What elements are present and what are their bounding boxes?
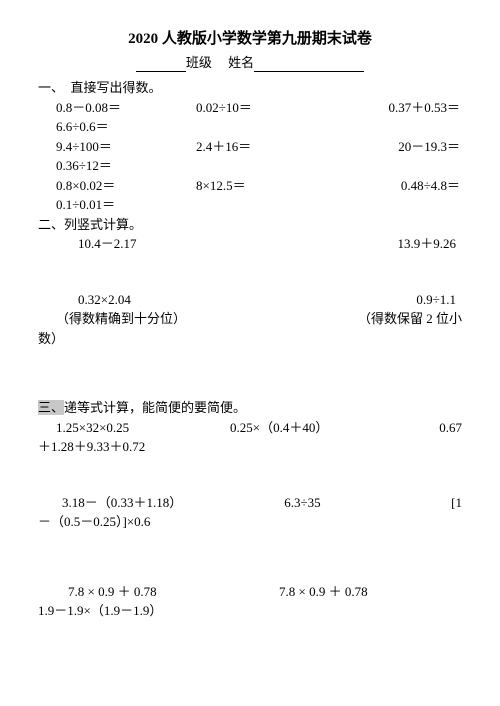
cell: 0.32×2.04 [38,290,267,310]
blank-name [254,71,364,72]
cell: 2.4＋16＝ [188,137,328,157]
exam-subtitle: 班级 姓名 [38,53,462,73]
sec1-row-4: 0.8×0.02＝ 8×12.5＝ 0.48÷4.8＝ [38,176,462,196]
sec3-line3-cont: 1.9－1.9×（1.9－1.9） [38,601,462,621]
section-3-head: 三、递等式计算，能简便的要简便。 [38,398,462,418]
sec1-row-0: 0.8－0.08＝ 0.02÷10＝ 0.37＋0.53＝ [38,98,462,118]
section-1-head: 一、 直接写出得数。 [38,78,462,98]
cell: 0.25×（0.4＋40） [230,418,390,438]
cell: 9.4÷100＝ [38,137,188,157]
sec2-r2: 0.32×2.04 0.9÷1.1 [38,290,462,310]
section-3-hl: 三、 [38,400,64,415]
sec2-note-cont: 数） [38,329,462,349]
cell: 0.8×0.02＝ [38,176,188,196]
exam-title: 2020 人教版小学数学第九册期末试卷 [38,28,462,51]
cell: 7.8 × 0.9 ＋ 0.78 [251,582,462,602]
cell: 13.9＋9.26 [267,234,462,254]
section-3-rest: 递等式计算，能简便的要简便。 [64,400,246,415]
cell: 0.37＋0.53＝ [328,98,462,118]
sec1-row-3: 0.36÷12＝ [38,156,462,176]
sec3-line2-cont: －（0.5－0.25）]×0.6 [38,512,462,532]
cell: 7.8 × 0.9 ＋ 0.78 [38,582,251,602]
cell: 0.9÷1.1 [267,290,462,310]
sec1-row-5: 0.1÷0.01＝ [38,195,462,215]
sec3-line3: 7.8 × 0.9 ＋ 0.78 7.8 × 0.9 ＋ 0.78 [38,582,462,602]
cell: 0.48÷4.8＝ [328,176,462,196]
note-left: （得数精确到十分位） [38,309,259,329]
cell: 1.25×32×0.25 [38,418,230,438]
sec1-row-2: 9.4÷100＝ 2.4＋16＝ 20－19.3＝ [38,137,462,157]
cell: 0.8－0.08＝ [38,98,188,118]
class-label: 班级 [186,55,212,70]
sec3-line2: 3.18－（0.33＋1.18） 6.3÷35 [1 [38,493,462,513]
sec3-line1-cont: ＋1.28＋9.33＋0.72 [38,437,462,457]
cell: 3.18－（0.33＋1.18） [38,493,284,513]
cell: 8×12.5＝ [188,176,328,196]
section-2-head: 二、列竖式计算。 [38,215,462,235]
blank-class [136,71,186,72]
cell: 10.4－2.17 [38,234,267,254]
sec2-r1: 10.4－2.17 13.9＋9.26 [38,234,462,254]
cell: 0.67 [390,418,463,438]
note-right: （得数保留 2 位小 [259,309,462,329]
sec3-line1: 1.25×32×0.25 0.25×（0.4＋40） 0.67 [38,418,462,438]
sec1-row-1: 6.6÷0.6＝ [38,117,462,137]
cell: [1 [406,493,462,513]
name-label: 姓名 [228,55,254,70]
cell: 20－19.3＝ [328,137,462,157]
cell: 0.02÷10＝ [188,98,328,118]
sec2-note: （得数精确到十分位） （得数保留 2 位小 [38,309,462,329]
cell: 6.3÷35 [284,493,406,513]
